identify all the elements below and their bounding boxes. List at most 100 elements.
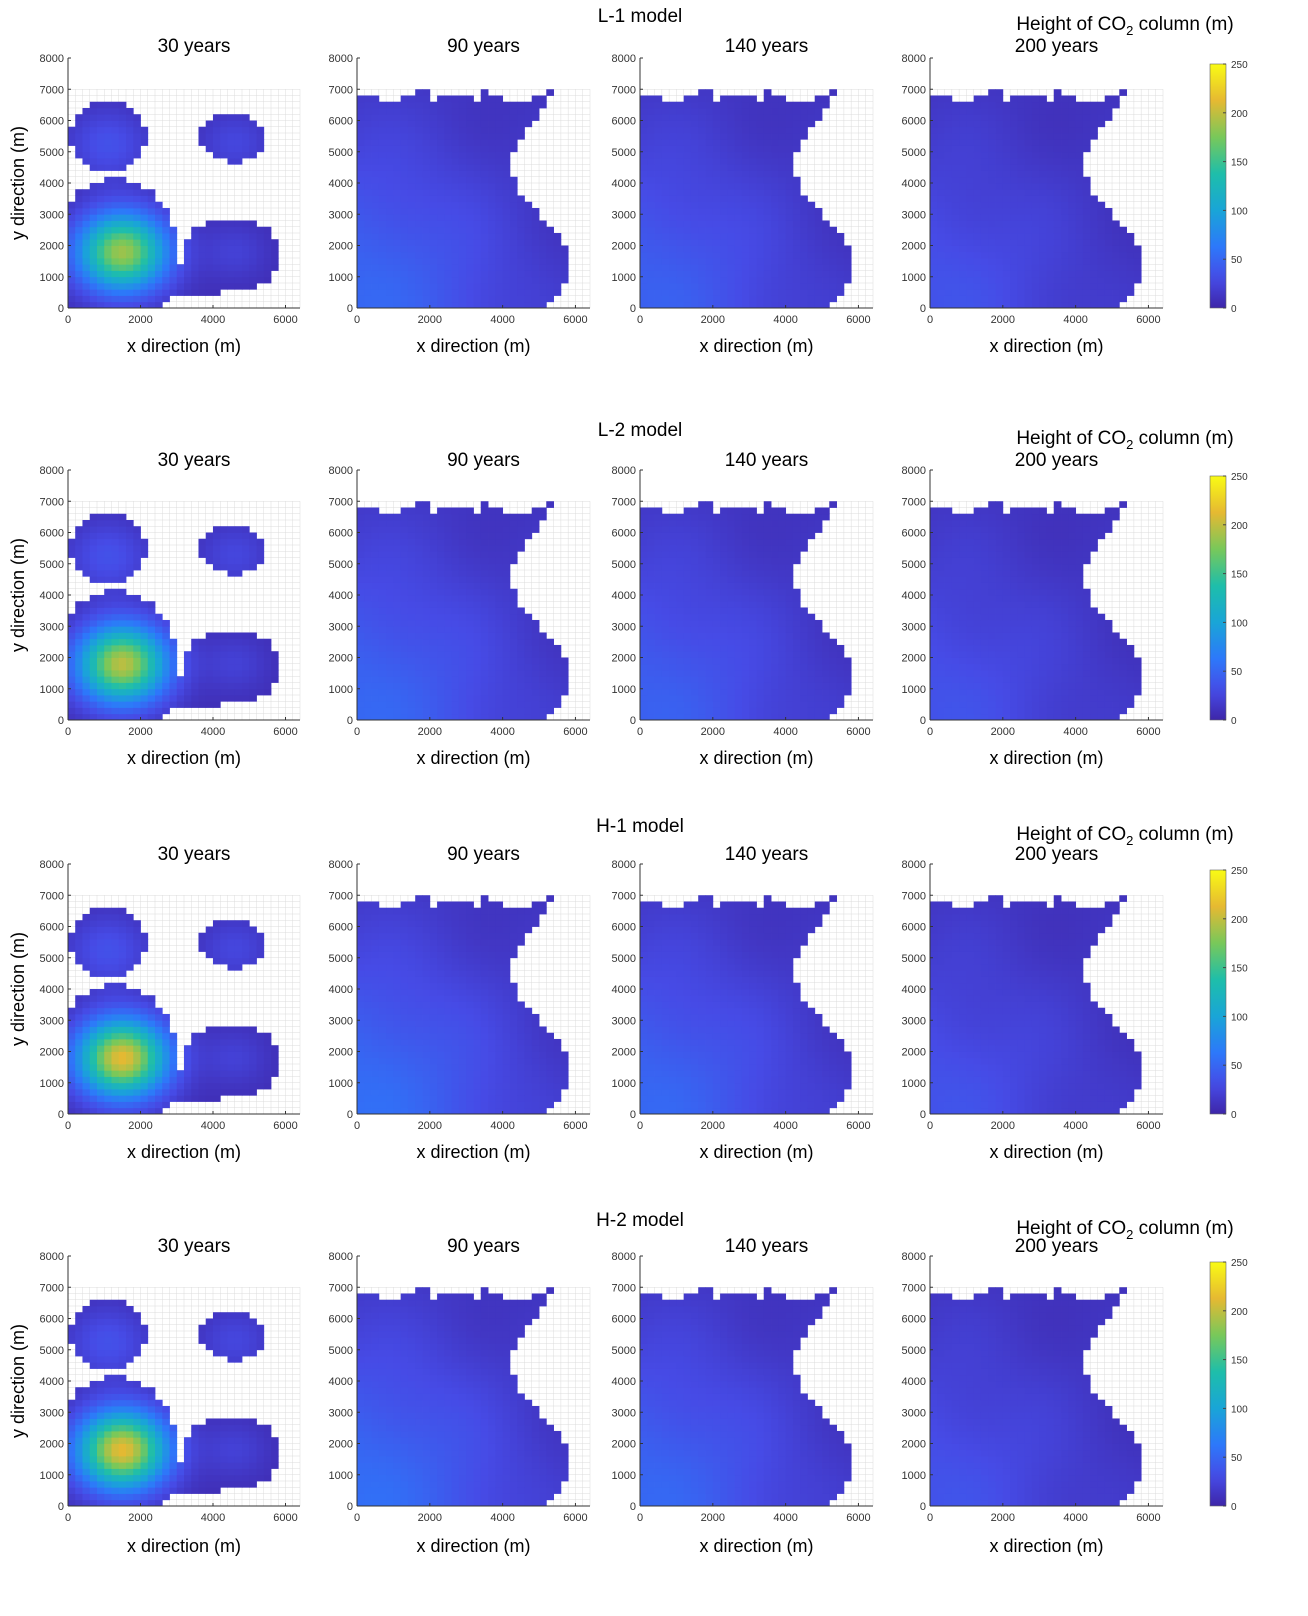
y-tick-label: 0: [920, 303, 926, 315]
x-tick-label: 2000: [128, 314, 152, 326]
x-tick-label: 0: [354, 314, 360, 326]
x-tick-label: 0: [927, 314, 933, 326]
y-tick-label: 8000: [40, 1251, 64, 1263]
colorbar-tick-label: 200: [1231, 521, 1248, 532]
colorbar-tick-label: 100: [1231, 206, 1248, 217]
y-tick-label: 1000: [329, 684, 353, 696]
y-tick-label: 2000: [40, 1047, 64, 1059]
colorbar-tick-label: 150: [1231, 158, 1248, 169]
y-tick-label: 1000: [329, 1470, 353, 1482]
y-tick-label: 6000: [612, 922, 636, 934]
y-tick-label: 0: [347, 715, 353, 727]
x-tick-label: 4000: [201, 726, 225, 738]
y-tick-label: 6000: [902, 116, 926, 128]
heatmap-panel-30-years: 30 years 0 1000 2000 3000 4000 5000 6000 7000 800…: [40, 36, 301, 356]
heatmap-panel-200-years: 200 years 0 1000 2000 3000 4000 5000 6000 7000 80…: [902, 36, 1164, 356]
x-tick-label: 0: [637, 314, 643, 326]
x-tick-label: 4000: [773, 726, 797, 738]
y-tick-label: 8000: [612, 1251, 636, 1263]
x-axis-label: x direction (m): [416, 1536, 530, 1556]
y-tick-label: 5000: [612, 953, 636, 965]
y-axis-label: y direction (m): [8, 1324, 28, 1438]
colorbar-tick-label: 250: [1231, 866, 1248, 877]
y-tick-label: 4000: [329, 1376, 353, 1388]
plume-cells: [640, 89, 852, 309]
panel-title: 30 years: [158, 1236, 231, 1257]
y-tick-label: 0: [630, 1109, 636, 1121]
x-tick-label: 6000: [563, 314, 587, 326]
x-axis-label: x direction (m): [416, 748, 530, 768]
y-tick-label: 0: [630, 1501, 636, 1513]
y-tick-label: 7000: [902, 496, 926, 508]
x-tick-label: 0: [927, 1512, 933, 1524]
x-tick-label: 0: [65, 1512, 71, 1524]
y-tick-label: 6000: [612, 1314, 636, 1326]
x-tick-label: 2000: [701, 1120, 725, 1132]
x-tick-label: 4000: [773, 1120, 797, 1132]
x-tick-label: 0: [65, 726, 71, 738]
colorbar-title: Height of CO2 column (m): [1016, 428, 1233, 452]
x-axis-label: x direction (m): [127, 336, 241, 356]
x-tick-label: 4000: [1063, 1512, 1087, 1524]
y-tick-label: 3000: [329, 1407, 353, 1419]
x-tick-label: 2000: [128, 726, 152, 738]
y-tick-label: 7000: [40, 496, 64, 508]
panel-title: 90 years: [447, 450, 520, 471]
y-tick-label: 0: [630, 715, 636, 727]
y-tick-label: 2000: [612, 241, 636, 253]
x-axis-label: x direction (m): [127, 748, 241, 768]
x-tick-label: 0: [354, 1512, 360, 1524]
y-tick-label: 4000: [902, 178, 926, 190]
heatmap-panel-140-years: 140 years 0 1000 2000 3000 4000 5000 6000 7000 80…: [612, 844, 874, 1162]
y-tick-label: 4000: [902, 984, 926, 996]
x-tick-label: 0: [354, 1120, 360, 1132]
y-tick-label: 2000: [40, 241, 64, 253]
x-tick-label: 4000: [1063, 1120, 1087, 1132]
y-tick-label: 4000: [612, 1376, 636, 1388]
y-tick-label: 1000: [40, 1078, 64, 1090]
x-tick-label: 2000: [991, 1512, 1015, 1524]
y-tick-label: 5000: [329, 559, 353, 571]
x-tick-label: 0: [354, 726, 360, 738]
panel-title: 140 years: [725, 450, 808, 471]
x-axis-label: x direction (m): [989, 336, 1103, 356]
x-tick-label: 6000: [846, 1512, 870, 1524]
x-tick-label: 0: [637, 1512, 643, 1524]
y-tick-label: 6000: [329, 528, 353, 540]
x-tick-label: 2000: [418, 726, 442, 738]
plume-cells: [930, 89, 1142, 309]
y-tick-label: 0: [347, 303, 353, 315]
model-title: H-2 model: [596, 1210, 684, 1231]
y-tick-label: 2000: [612, 653, 636, 665]
y-tick-label: 2000: [329, 241, 353, 253]
colorbar-tick-label: 0: [1231, 716, 1237, 727]
x-tick-label: 6000: [846, 314, 870, 326]
y-tick-label: 4000: [612, 984, 636, 996]
y-tick-label: 3000: [329, 621, 353, 633]
colorbar-tick-label: 250: [1231, 60, 1248, 71]
y-tick-label: 5000: [40, 147, 64, 159]
x-tick-label: 4000: [490, 726, 514, 738]
heatmap-panel-200-years: 200 years 0 1000 2000 3000 4000 5000 6000 7000 80…: [902, 450, 1164, 768]
y-tick-label: 1000: [40, 1470, 64, 1482]
x-tick-label: 6000: [846, 726, 870, 738]
x-tick-label: 6000: [846, 1120, 870, 1132]
colorbar-tick-label: 0: [1231, 1502, 1237, 1513]
panel-title: 30 years: [158, 450, 231, 471]
x-tick-label: 6000: [273, 726, 297, 738]
y-tick-label: 1000: [902, 684, 926, 696]
y-tick-label: 3000: [902, 209, 926, 221]
y-tick-label: 4000: [40, 590, 64, 602]
model-row-4: H-2 model Height of CO2 column (m) 30 year…: [8, 1210, 1248, 1556]
colorbar-tick-label: 0: [1231, 304, 1237, 315]
y-tick-label: 2000: [902, 653, 926, 665]
y-tick-label: 4000: [329, 178, 353, 190]
y-tick-label: 4000: [612, 178, 636, 190]
x-tick-label: 4000: [1063, 314, 1087, 326]
y-tick-label: 2000: [329, 1047, 353, 1059]
y-tick-label: 0: [630, 303, 636, 315]
y-tick-label: 1000: [612, 1078, 636, 1090]
y-tick-label: 5000: [612, 559, 636, 571]
plume-cells: [640, 1287, 852, 1507]
y-tick-label: 2000: [902, 241, 926, 253]
